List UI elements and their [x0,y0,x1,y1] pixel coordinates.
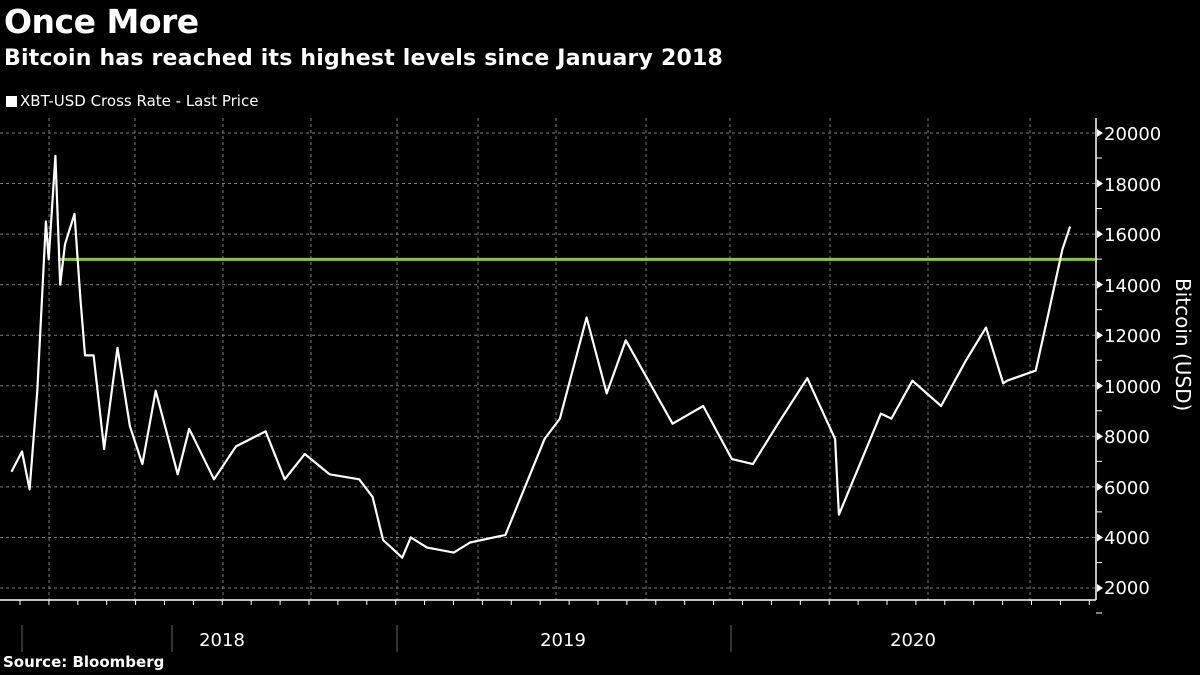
y-tick-marker-icon [1097,179,1103,188]
y-tick-marker-icon [1097,230,1103,239]
y-tick-marker-icon [1097,381,1103,390]
y-tick-18000: 18000 [1104,175,1161,196]
y-tick-2000: 2000 [1104,578,1150,599]
y-tick-marker-icon [1097,482,1103,491]
y-tick-4000: 4000 [1104,528,1150,549]
x-year-2019: 2019 [540,630,586,651]
y-tick-10000: 10000 [1104,377,1161,398]
y-tick-marker-icon [1097,331,1103,340]
gridlines [0,118,1095,600]
legend-label: XBT-USD Cross Rate - Last Price [20,92,259,110]
chart-subtitle: Bitcoin has reached its highest levels s… [4,46,723,71]
y-tick-marker-icon [1097,533,1103,542]
x-year-2018: 2018 [199,630,245,651]
y-tick-marker-icon [1097,584,1103,592]
y-tick-12000: 12000 [1104,326,1161,347]
y-tick-16000: 16000 [1104,225,1161,246]
y-tick-marker-icon [1097,280,1103,289]
legend-swatch-icon [6,95,17,107]
y-tick-6000: 6000 [1104,478,1150,499]
y-axis-label: Bitcoin (USD) [1171,278,1195,411]
legend: XBT-USD Cross Rate - Last Price [6,92,258,110]
source-note: Source: Bloomberg [3,653,165,671]
y-tick-8000: 8000 [1104,427,1150,448]
y-tick-20000: 20000 [1104,124,1161,145]
price-series-line [10,154,1072,559]
axes [0,118,1103,652]
chart-title: Once More [4,2,199,41]
y-tick-marker-icon [1097,432,1103,441]
y-tick-marker-icon [1097,129,1103,137]
x-year-2020: 2020 [890,630,936,651]
y-tick-14000: 14000 [1104,276,1161,297]
